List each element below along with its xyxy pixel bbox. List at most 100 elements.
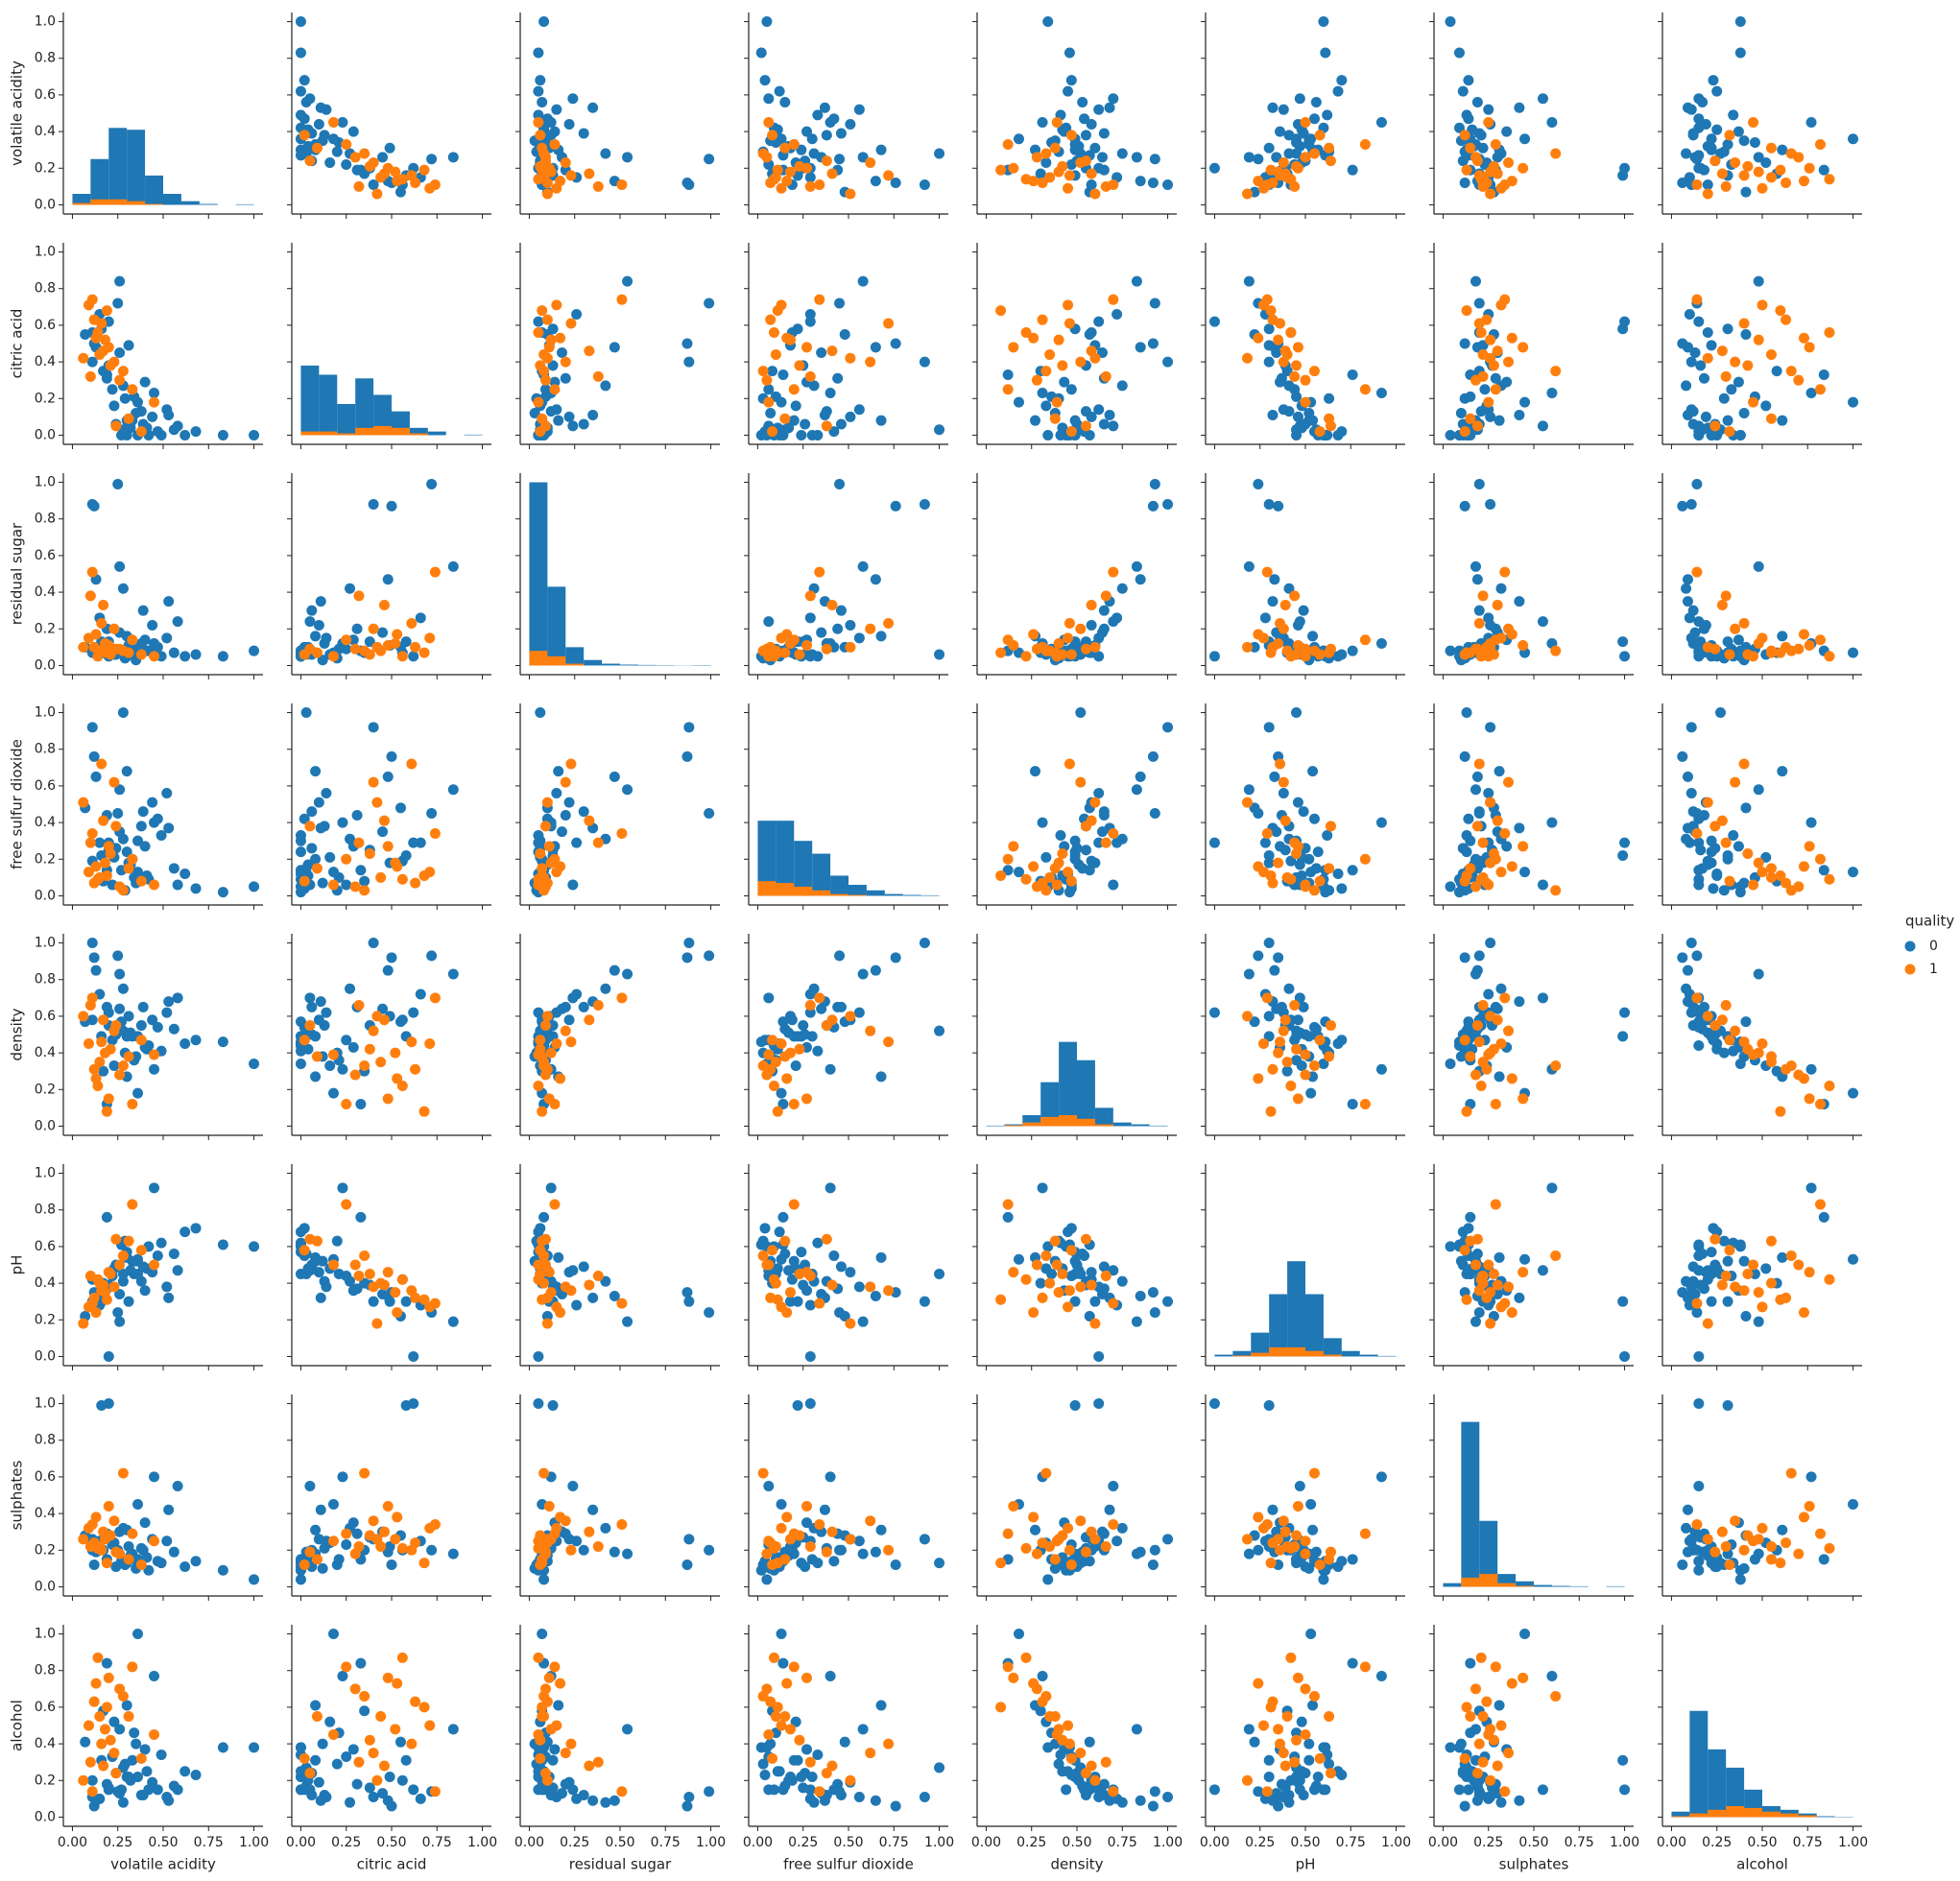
point [1463,1223,1474,1234]
point [806,133,818,145]
point [1289,1540,1301,1552]
point [1265,1558,1277,1569]
point [96,1738,108,1750]
point [767,426,778,438]
point [1485,1791,1496,1802]
point [1037,1670,1048,1681]
point [801,1517,813,1529]
point [792,1399,803,1411]
point [800,1560,811,1572]
point [1296,1716,1307,1727]
point [313,619,324,631]
point [1765,1051,1777,1062]
point [112,298,124,309]
point [538,1467,550,1479]
point [1461,829,1472,841]
point [1702,352,1713,364]
point [704,154,715,165]
point [1697,863,1709,874]
point [117,885,129,896]
point [345,583,356,594]
hist-bar [812,853,831,896]
point [1149,1786,1160,1798]
hist-bar [1323,1338,1342,1357]
point [1459,426,1470,438]
point [1265,305,1277,317]
point [1777,631,1788,642]
point [447,1548,459,1560]
point [327,1629,339,1640]
point [757,1758,769,1770]
point [163,1795,175,1806]
panel [287,473,491,679]
point [96,618,108,630]
point [390,1287,401,1298]
point [1470,881,1481,893]
point [1267,1063,1279,1075]
point [609,964,620,976]
point [1258,1720,1270,1731]
point [90,1512,102,1523]
hist-bar [1251,1332,1270,1357]
point [804,1350,816,1362]
point [1093,162,1105,174]
point [788,1661,800,1673]
point [112,1786,124,1798]
point [768,1542,779,1554]
point [1037,1182,1048,1194]
point [137,806,149,818]
point [101,1294,112,1305]
point [1275,758,1286,770]
point [890,338,901,349]
point [1514,409,1525,420]
point [149,1471,160,1483]
point [1013,396,1024,408]
hist-bar [108,199,128,205]
point [429,1786,441,1798]
point [804,612,816,624]
point [359,148,370,159]
point [567,992,579,1004]
point [804,1270,816,1281]
x-tick-label: 0.50 [148,1835,178,1850]
point [819,1795,830,1806]
point [1785,366,1797,377]
point [1473,478,1485,489]
point [368,1791,379,1802]
point [1263,849,1275,861]
point [779,1023,791,1035]
point [1116,148,1128,159]
point [1815,1528,1827,1539]
point [1298,806,1309,818]
point [1685,788,1697,799]
point [821,1546,832,1558]
point [533,327,544,339]
point [763,1049,775,1060]
point [995,1702,1007,1713]
point [796,429,807,440]
point [1013,133,1024,145]
point [1289,1756,1301,1768]
point [108,1060,120,1071]
point [313,118,324,130]
point [406,758,418,770]
point [1075,1269,1087,1280]
point [1677,338,1688,349]
point [1765,871,1777,883]
point [117,1025,129,1036]
point [327,1049,339,1060]
point [1273,500,1284,512]
x-tick-label: 0.50 [376,1835,406,1850]
point [1715,1558,1727,1569]
point [382,1546,394,1558]
point [110,1233,122,1245]
point [1253,1512,1264,1523]
point [1271,152,1282,163]
point [80,1736,91,1748]
point [1681,380,1692,392]
point [1057,848,1068,860]
point [1848,1499,1859,1511]
point [1748,396,1759,408]
point [857,1316,869,1327]
point [1753,1316,1764,1327]
